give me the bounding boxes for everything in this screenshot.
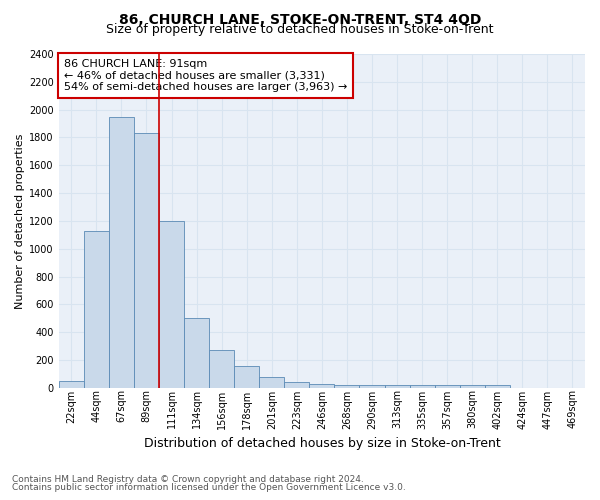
Text: Contains public sector information licensed under the Open Government Licence v3: Contains public sector information licen… (12, 484, 406, 492)
Bar (234, 366, 259, 388)
Bar (84, 230, 109, 388)
Text: 86 CHURCH LANE: 91sqm
← 46% of detached houses are smaller (3,331)
54% of semi-d: 86 CHURCH LANE: 91sqm ← 46% of detached … (64, 59, 347, 92)
Bar (434, 385, 460, 388)
Bar (410, 385, 434, 388)
Bar (284, 382, 310, 388)
Text: Size of property relative to detached houses in Stoke-on-Trent: Size of property relative to detached ho… (106, 22, 494, 36)
Bar (159, 221, 184, 388)
Text: 86, CHURCH LANE, STOKE-ON-TRENT, ST4 4QD: 86, CHURCH LANE, STOKE-ON-TRENT, ST4 4QD (119, 12, 481, 26)
Bar (460, 385, 485, 388)
Bar (134, 134, 159, 388)
Bar (334, 385, 359, 388)
X-axis label: Distribution of detached houses by size in Stoke-on-Trent: Distribution of detached houses by size … (143, 437, 500, 450)
Text: Contains HM Land Registry data © Crown copyright and database right 2024.: Contains HM Land Registry data © Crown c… (12, 475, 364, 484)
Bar (109, 116, 134, 388)
Bar (359, 385, 385, 388)
Y-axis label: Number of detached properties: Number of detached properties (15, 134, 25, 308)
Bar (209, 350, 234, 388)
Bar (59, 381, 84, 388)
Bar (310, 384, 334, 388)
Bar (385, 385, 410, 388)
Bar (259, 377, 284, 388)
Bar (485, 385, 510, 388)
Bar (184, 318, 209, 388)
